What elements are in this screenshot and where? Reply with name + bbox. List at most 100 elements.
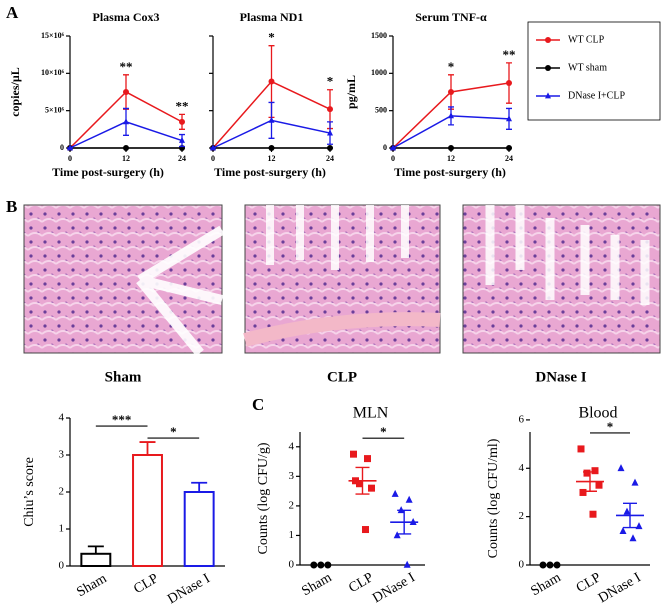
marker <box>391 489 399 497</box>
chart-title: Blood <box>578 405 617 422</box>
marker <box>589 510 597 518</box>
x-tick-label: 0 <box>211 154 215 163</box>
x-tick-label: 24 <box>178 154 186 163</box>
y-tick-label: 1 <box>289 529 295 541</box>
significance-label: * <box>268 30 275 45</box>
marker <box>179 118 185 125</box>
significance-label: ** <box>176 98 189 113</box>
y-tick-label: 500 <box>375 105 387 114</box>
marker <box>268 78 275 85</box>
significance-label: * <box>327 74 334 89</box>
marker <box>390 144 396 151</box>
marker <box>448 89 454 95</box>
legend-label: WT sham <box>568 62 607 73</box>
marker <box>310 561 318 569</box>
marker <box>553 561 561 569</box>
panel-label: B <box>6 197 17 216</box>
y-tick-label: 1000 <box>371 68 387 77</box>
marker <box>619 526 627 534</box>
significance-label: * <box>448 59 455 74</box>
marker <box>448 145 454 151</box>
y-tick-label: 0 <box>59 560 65 572</box>
x-tick-label: 12 <box>122 154 130 163</box>
x-tick-label: 24 <box>505 154 513 163</box>
marker <box>123 118 129 125</box>
marker <box>545 37 551 43</box>
y-axis-label: Counts (log CFU/ml) <box>486 438 501 558</box>
bar <box>132 454 163 567</box>
marker <box>623 507 631 515</box>
y-axis-label: pg/mL <box>344 75 358 109</box>
marker <box>591 467 599 475</box>
x-tick-label: 0 <box>391 154 395 163</box>
chart-title: Plasma ND1 <box>240 10 304 24</box>
marker <box>546 561 554 569</box>
marker <box>317 561 325 569</box>
x-tick-label: DNase I <box>165 571 213 607</box>
marker <box>327 145 333 151</box>
sem-bar <box>397 509 412 535</box>
y-tick-label: 10×10⁶ <box>41 68 65 77</box>
image-caption: CLP <box>327 369 357 385</box>
error-bar <box>191 481 208 492</box>
y-tick-label: 2 <box>289 499 295 511</box>
marker <box>583 469 591 477</box>
y-tick-label: 15×10⁶ <box>41 31 65 40</box>
x-tick-label: Sham <box>74 571 109 600</box>
y-tick-label: 4 <box>59 412 65 424</box>
x-axis-label: Time post-surgery (h) <box>52 165 164 179</box>
y-tick-label: 0 <box>60 143 64 152</box>
marker <box>327 106 333 113</box>
panel-label: A <box>6 3 19 22</box>
marker <box>595 481 603 489</box>
chart-title: MLN <box>353 405 389 422</box>
marker <box>629 534 637 542</box>
marker <box>506 115 512 122</box>
marker <box>393 531 401 539</box>
marker <box>123 89 129 95</box>
image-caption: DNase I <box>535 369 586 385</box>
error-bar <box>87 545 104 554</box>
histology-image <box>23 204 225 357</box>
marker <box>356 480 363 488</box>
marker <box>506 145 512 151</box>
image-caption: Sham <box>105 369 142 385</box>
x-tick-label: 12 <box>268 154 276 163</box>
error-bar <box>139 441 156 455</box>
marker <box>539 561 547 569</box>
marker <box>179 136 185 143</box>
x-tick-label: DNase I <box>596 570 644 606</box>
bar <box>183 491 215 567</box>
marker <box>327 129 333 136</box>
marker <box>405 495 413 503</box>
y-axis-label: copies/µL <box>8 67 22 117</box>
marker <box>268 145 275 151</box>
marker <box>268 116 275 123</box>
significance-label: ** <box>120 59 133 74</box>
marker <box>635 522 643 530</box>
x-axis-label: Time post-surgery (h) <box>394 165 506 179</box>
sem-bar <box>623 502 637 529</box>
marker <box>545 92 551 99</box>
x-tick-label: 24 <box>326 154 334 163</box>
chart-title: Serum TNF-α <box>415 10 487 24</box>
marker <box>545 65 551 71</box>
y-tick-label: 1 <box>59 523 65 535</box>
y-tick-label: 0 <box>383 143 387 152</box>
y-tick-label: 2 <box>59 486 65 498</box>
x-axis-label: Time post-surgery (h) <box>214 165 326 179</box>
marker <box>577 445 585 453</box>
y-axis-label: Counts (log CFU/g) <box>256 442 271 554</box>
x-tick-label: CLP <box>131 571 161 597</box>
marker <box>350 450 357 458</box>
legend-label: DNase I+CLP <box>568 90 625 101</box>
panel-label: C <box>252 395 264 414</box>
sem-bar <box>355 466 370 495</box>
marker <box>617 464 625 472</box>
significance-label: * <box>170 424 177 439</box>
y-tick-label: 0 <box>519 559 525 571</box>
marker <box>403 560 411 568</box>
bar <box>80 552 112 567</box>
sem-bar <box>583 471 597 492</box>
histology-image <box>462 204 661 354</box>
